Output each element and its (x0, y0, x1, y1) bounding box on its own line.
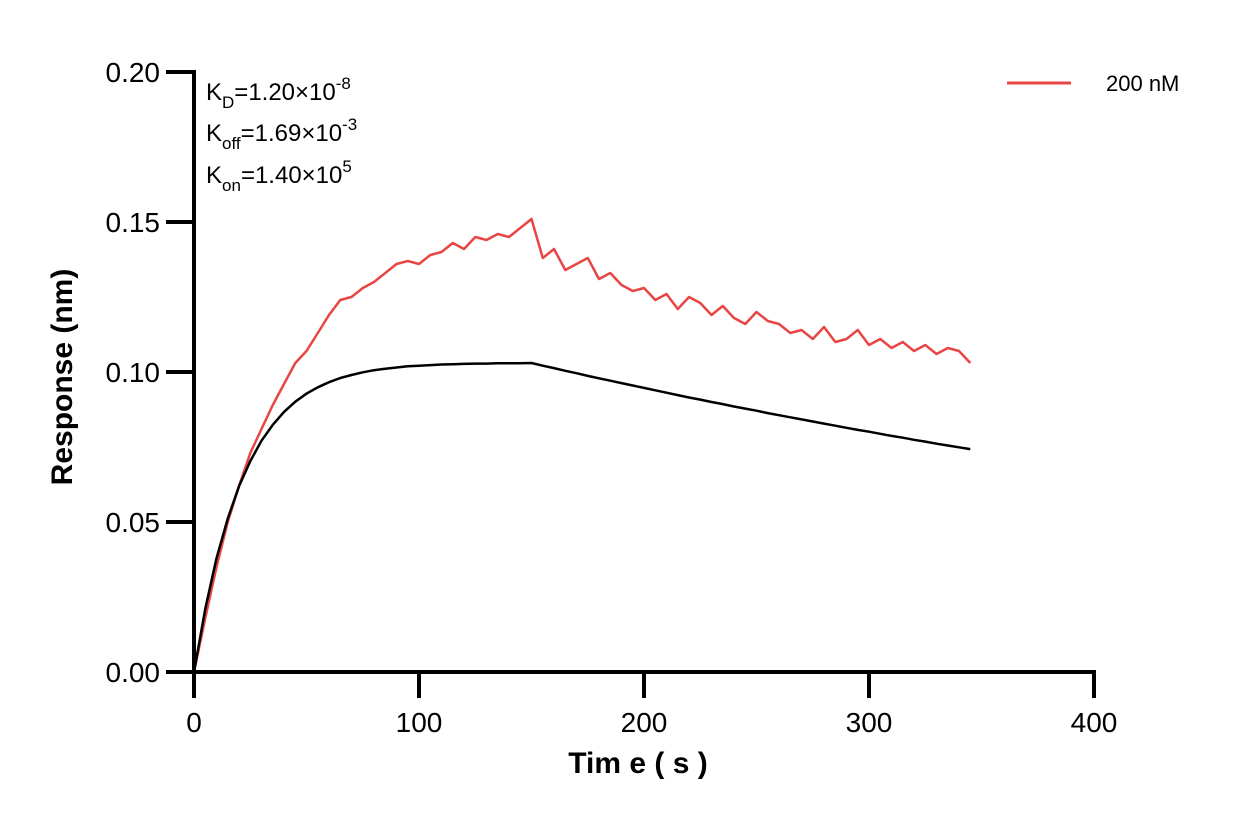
series-line-200nm (192, 217, 972, 673)
x-tick-label: 200 (621, 707, 668, 738)
x-ticks: 0 100 200 300 400 (186, 672, 1117, 738)
y-ticks: 0.00 0.05 0.10 0.15 0.20 (106, 57, 194, 688)
kd-annotation: KD=1.20×10-8 (206, 74, 351, 112)
x-tick-label: 400 (1071, 707, 1118, 738)
x-axis-title: Tim e ( s ) (568, 747, 707, 780)
kinetic-constants: KD=1.20×10-8 Koff=1.69×10-3 Kon=1.40×105 (206, 74, 357, 195)
legend-label-200nm: 200 nM (1106, 71, 1179, 96)
y-axis-title: Response (nm) (46, 269, 79, 486)
fit-curve-line (192, 361, 971, 673)
x-tick-label: 100 (396, 707, 443, 738)
plot-lines (192, 217, 972, 673)
legend: 200 nM (1007, 71, 1179, 96)
koff-annotation: Koff=1.69×10-3 (206, 115, 357, 153)
kon-annotation: Kon=1.40×105 (206, 157, 352, 195)
y-tick-label: 0.00 (106, 657, 161, 688)
y-tick-label: 0.10 (106, 357, 161, 388)
x-tick-label: 300 (846, 707, 893, 738)
axes (192, 70, 1096, 674)
y-tick-label: 0.15 (106, 207, 161, 238)
x-tick-label: 0 (186, 707, 202, 738)
y-tick-label: 0.20 (106, 57, 161, 88)
y-tick-label: 0.05 (106, 507, 161, 538)
